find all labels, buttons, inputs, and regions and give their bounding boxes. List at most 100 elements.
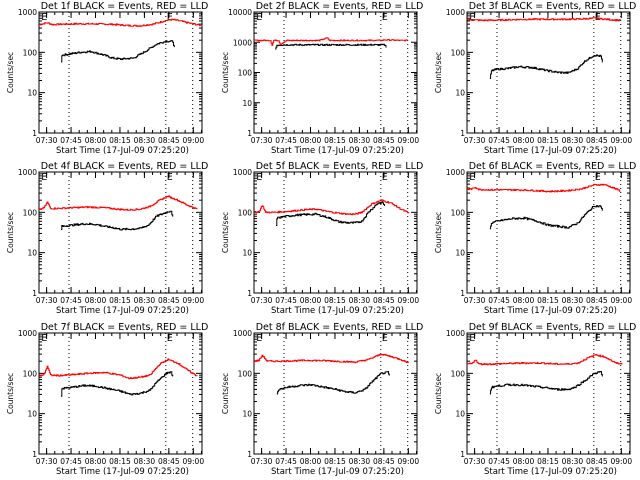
y-tick-label: 1000 (233, 168, 252, 177)
e-marker: E (595, 172, 601, 183)
x-tick-label: 08:30 (562, 296, 584, 305)
panel-title: Det 6f BLACK = Events, RED = LLD (469, 161, 637, 172)
y-tick-label: 10 (242, 410, 252, 419)
x-tick-label: 08:15 (324, 136, 346, 145)
y-tick-label: 1 (460, 450, 465, 459)
plot-frame (38, 171, 203, 294)
y-axis-label: Counts/sec (6, 52, 15, 93)
x-tick-label: 07:45 (60, 457, 82, 466)
x-tick-label: 09:00 (610, 457, 632, 466)
y-tick-label: 100 (451, 208, 466, 217)
x-tick-label: 07:45 (488, 457, 510, 466)
x-tick-label: 08:15 (324, 457, 346, 466)
y-tick-label: 10 (27, 410, 37, 419)
x-tick-label: 08:30 (562, 136, 584, 145)
y-tick-label: 100 (238, 369, 253, 378)
y-tick-label: 10 (27, 89, 37, 98)
panel-title: Det 8f BLACK = Events, RED = LLD (256, 322, 424, 333)
x-tick-label: 07:30 (251, 136, 273, 145)
series-line-events (489, 205, 603, 230)
x-tick-label: 08:15 (109, 457, 131, 466)
x-tick-label: 08:15 (537, 136, 559, 145)
x-tick-label: 07:45 (60, 136, 82, 145)
e-marker: E (256, 172, 262, 183)
x-tick-label: 09:00 (397, 457, 419, 466)
series-line-lld (254, 199, 410, 216)
x-tick-label: 07:30 (36, 296, 58, 305)
y-axis-label: Counts/sec (6, 373, 15, 414)
x-axis-label: Start Time (17-Jul-09 07:25:20) (484, 146, 617, 156)
y-tick-label: 100 (23, 208, 38, 217)
x-axis-label: Start Time (17-Jul-09 07:25:20) (271, 467, 404, 477)
x-tick-label: 08:00 (85, 136, 107, 145)
plot-frame (253, 332, 418, 455)
x-tick-label: 08:00 (85, 296, 107, 305)
plot-frame (38, 332, 203, 455)
panel-det-4f: Det 4f BLACK = Events, RED = LLD 1 10 100 10… (6, 161, 208, 316)
x-tick-label: 07:45 (275, 136, 297, 145)
y-tick-label: 100 (238, 69, 253, 78)
x-tick-label: 08:00 (513, 136, 535, 145)
x-tick-label: 07:30 (464, 136, 486, 145)
series-line-lld (254, 353, 409, 364)
x-tick-label: 07:30 (251, 296, 273, 305)
x-tick-label: 07:30 (464, 457, 486, 466)
panel-det-8f: Det 8f BLACK = Events, RED = LLD 1 10 100 10… (221, 322, 423, 477)
y-tick-label: 100 (238, 208, 253, 217)
panel-title: Det 2f BLACK = Events, RED = LLD (256, 1, 424, 12)
x-axis-label: Start Time (17-Jul-09 07:25:20) (484, 467, 617, 477)
y-tick-label: 100 (451, 48, 466, 57)
y-tick-label: 1 (247, 129, 252, 138)
y-tick-label: 1000 (18, 329, 37, 338)
y-axis-label: Counts/sec (434, 212, 443, 253)
e-marker: E (595, 333, 601, 344)
e-marker: E (256, 333, 262, 344)
y-tick-label: 1 (32, 450, 37, 459)
x-axis-label: Start Time (17-Jul-09 07:25:20) (56, 146, 189, 156)
x-tick-label: 09:00 (610, 296, 632, 305)
x-tick-label: 08:00 (300, 296, 322, 305)
x-tick-label: 08:15 (109, 136, 131, 145)
x-tick-label: 07:45 (488, 136, 510, 145)
e-marker: E (41, 12, 47, 23)
y-tick-label: 1 (32, 129, 37, 138)
x-tick-label: 08:30 (349, 296, 371, 305)
e-marker: E (41, 333, 47, 344)
y-tick-label: 1000 (233, 38, 252, 47)
x-tick-label: 07:30 (464, 296, 486, 305)
series-line-lld (467, 17, 621, 22)
x-tick-label: 08:00 (513, 296, 535, 305)
series-line-events (489, 54, 603, 79)
series-line-lld (254, 37, 408, 46)
x-tick-label: 09:00 (397, 296, 419, 305)
x-tick-label: 08:45 (586, 296, 608, 305)
y-tick-label: 1000 (18, 8, 37, 17)
x-tick-label: 08:00 (300, 457, 322, 466)
x-tick-label: 07:45 (275, 457, 297, 466)
panel-title: Det 4f BLACK = Events, RED = LLD (41, 161, 209, 172)
x-axis-label: Start Time (17-Jul-09 07:25:20) (271, 306, 404, 316)
y-axis-label: Counts/sec (434, 373, 443, 414)
y-axis-label: Counts/sec (6, 212, 15, 253)
x-tick-label: 08:15 (537, 457, 559, 466)
x-tick-label: 09:00 (182, 457, 204, 466)
x-tick-label: 09:00 (182, 136, 204, 145)
e-marker: E (469, 333, 475, 344)
x-axis-label: Start Time (17-Jul-09 07:25:20) (56, 467, 189, 477)
x-tick-label: 08:30 (562, 457, 584, 466)
x-tick-label: 08:45 (373, 296, 395, 305)
e-marker: E (167, 172, 173, 183)
x-tick-label: 07:45 (60, 296, 82, 305)
x-tick-label: 08:15 (324, 296, 346, 305)
plot-frame (253, 171, 418, 294)
y-tick-label: 10000 (228, 8, 252, 17)
x-tick-label: 08:45 (158, 457, 180, 466)
y-tick-label: 1 (460, 289, 465, 298)
x-axis-label: Start Time (17-Jul-09 07:25:20) (271, 146, 404, 156)
e-marker: E (382, 12, 388, 23)
plot-frame (253, 11, 418, 134)
series-line-events (275, 43, 387, 50)
panel-det-1f: Det 1f BLACK = Events, RED = LLD 1 10 100 10… (6, 1, 208, 156)
y-axis-label: Counts/sec (221, 52, 230, 93)
y-tick-label: 1000 (446, 8, 465, 17)
